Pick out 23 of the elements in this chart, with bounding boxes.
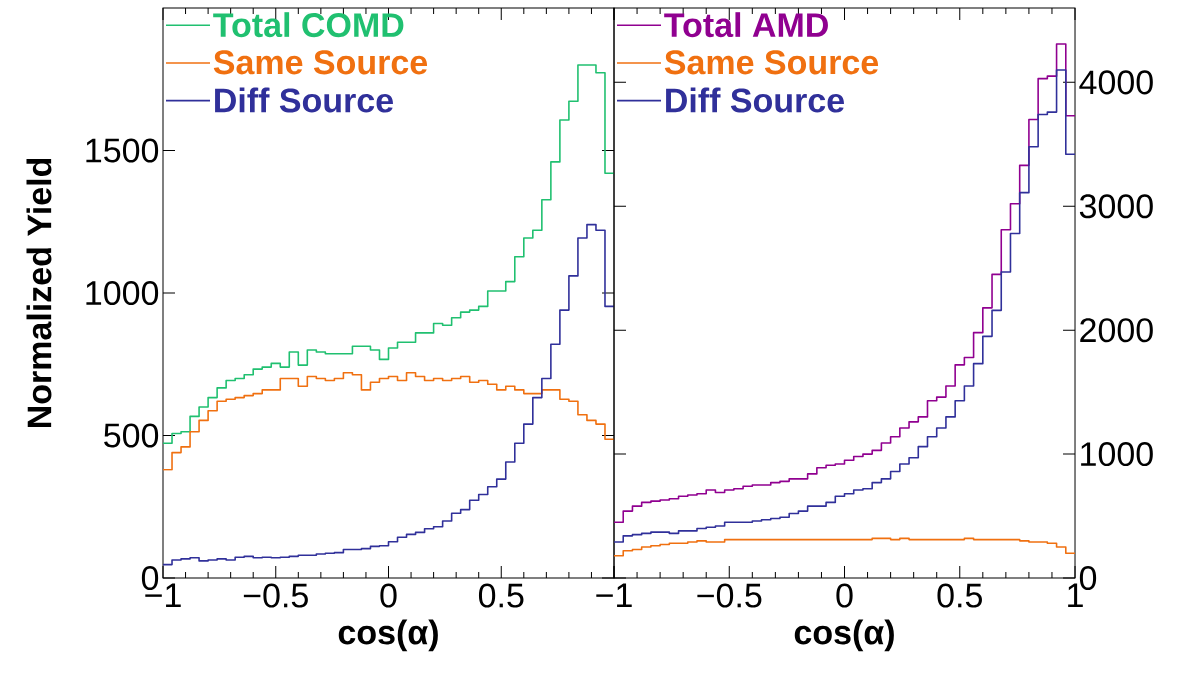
legend-label: Diff Source [215,87,393,113]
x-tick-label: 0.5 [478,583,524,608]
legend-label: Same Source [213,50,428,75]
y2-tick-label: 4000 [1079,70,1153,95]
y-tick-label: 1500 [86,138,159,163]
y-tick-label: 1000 [86,280,159,306]
y2-tick-label: 1000 [1081,442,1153,467]
x-tick-label: 0 [836,583,853,608]
legend-label: Diff Source [666,87,844,113]
x-tick-label: 0 [380,583,397,608]
x-tick-label: −1 [596,583,632,607]
x-axis-title: cos(α) [338,619,438,652]
legend-label: Total COMD [213,12,404,38]
y2-tick-label: 3000 [1079,194,1153,219]
x-axis-title: cos(α) [794,619,894,652]
y2-tick-label: 2000 [1080,318,1153,343]
legend-label: Total AMD [664,12,828,38]
y-tick-label: 500 [104,423,159,448]
x-tick-label: 0.5 [937,583,982,608]
x-tick-label: −0.5 [697,583,762,608]
legend-label: Same Source [664,50,879,75]
y-axis-title: Normalized Yield [26,158,52,428]
x-tick-label: −0.5 [243,583,308,608]
